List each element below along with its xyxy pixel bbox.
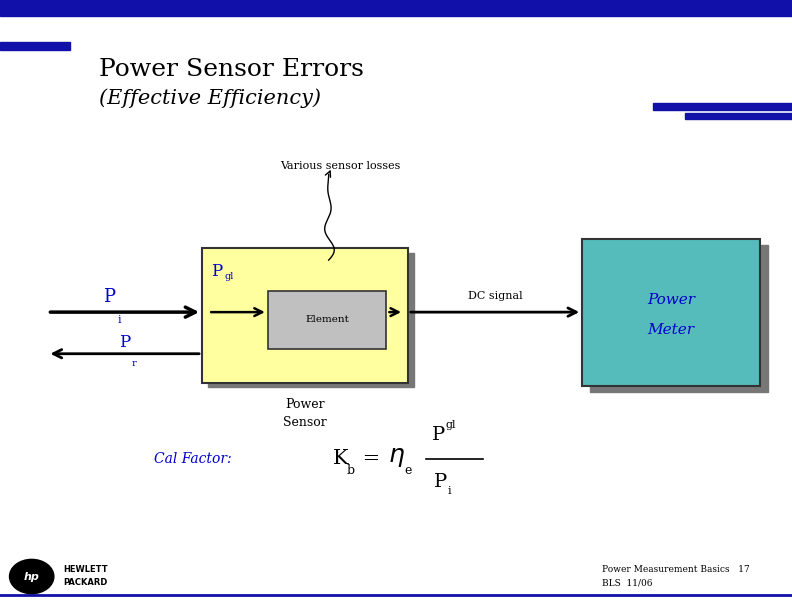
Text: Power: Power [285,398,325,411]
Bar [208,253,414,387]
Text: K: K [333,449,348,469]
Bar [653,103,792,110]
Text: Power Measurement Basics   17: Power Measurement Basics 17 [602,565,750,573]
Bar [590,245,768,392]
Text: gl: gl [224,272,234,282]
Text: DC signal: DC signal [468,291,522,301]
Text: HEWLETT: HEWLETT [63,565,108,573]
Text: BLS  11/06: BLS 11/06 [602,578,653,587]
Bar [685,113,792,119]
Text: P: P [432,425,446,444]
Text: Element: Element [305,315,349,324]
Text: P: P [211,263,223,280]
Bar [202,248,408,382]
Text: e: e [404,463,411,477]
Text: b: b [347,463,355,477]
Text: Sensor: Sensor [283,416,327,429]
Text: Various sensor losses: Various sensor losses [280,162,401,171]
Bar [582,239,760,386]
Text: =: = [356,449,387,469]
Text: Cal Factor:: Cal Factor: [154,452,232,466]
Text: hp: hp [24,572,40,581]
Text: i: i [117,315,121,325]
Text: Meter: Meter [648,323,695,337]
Text: P: P [103,288,115,306]
Text: (Effective Efficiency): (Effective Efficiency) [99,89,321,108]
Text: Power Sensor Errors: Power Sensor Errors [99,58,364,81]
Text: gl: gl [446,420,456,430]
Text: PACKARD: PACKARD [63,578,108,587]
Text: r: r [131,359,136,368]
Bar [0,42,70,50]
Bar [0,0,792,16]
Text: i: i [447,486,451,496]
Bar [268,291,386,349]
Circle shape [10,559,54,594]
Text: Power: Power [647,293,695,307]
Text: P: P [119,334,130,351]
Text: P: P [434,473,447,491]
Text: $\eta$: $\eta$ [388,446,405,469]
